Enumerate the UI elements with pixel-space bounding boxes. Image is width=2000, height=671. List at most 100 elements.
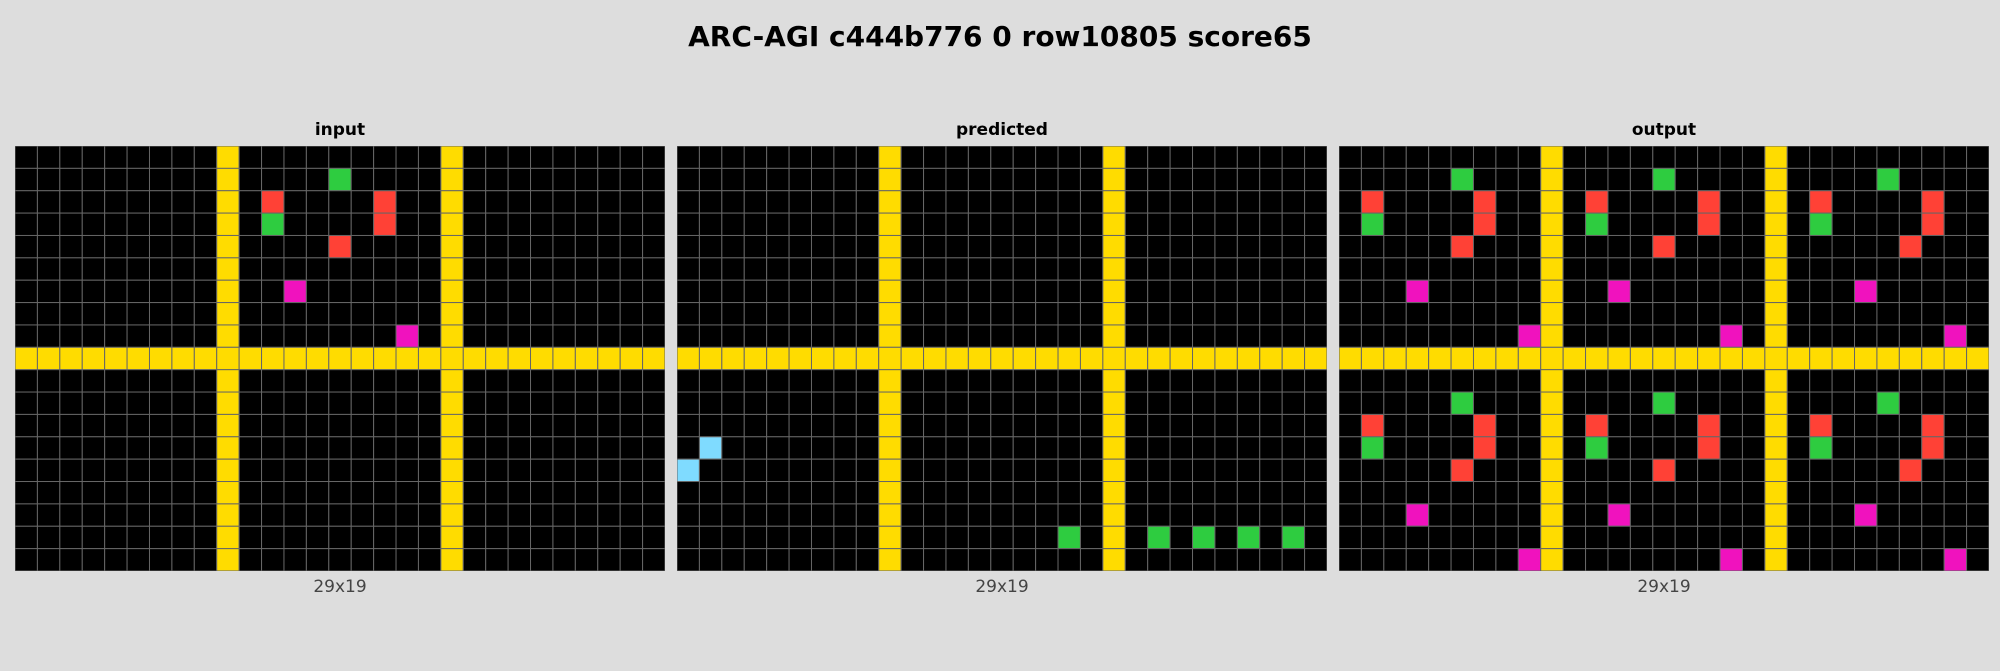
grid-cell	[900, 391, 925, 415]
grid-cell	[485, 146, 509, 169]
grid-cell	[1540, 369, 1564, 393]
grid-cell	[766, 525, 790, 550]
grid-cell	[1428, 548, 1452, 571]
grid-cell	[1236, 369, 1261, 393]
grid-cell	[1652, 548, 1676, 571]
grid-cell	[1428, 234, 1452, 259]
grid-cell	[788, 346, 812, 371]
grid-cell	[1012, 324, 1037, 348]
grid-cell	[833, 302, 857, 326]
grid-cell	[1192, 436, 1216, 460]
grid-cell	[1079, 279, 1104, 304]
grid-cell	[990, 257, 1014, 281]
grid-cell	[900, 257, 925, 281]
grid-cell	[507, 458, 532, 483]
grid-cell	[1192, 458, 1216, 483]
grid-cell	[900, 190, 925, 214]
grid-cell	[1943, 257, 1968, 281]
grid-cell	[642, 234, 665, 259]
grid-cell	[1428, 302, 1452, 326]
grid-cell	[1360, 324, 1385, 348]
grid-cell	[1764, 190, 1788, 214]
grid-cell	[1607, 369, 1631, 393]
grid-cell	[81, 324, 106, 348]
grid-cell	[1854, 548, 1878, 571]
grid-size-label: 29x19	[313, 577, 367, 597]
grid-cell	[1898, 548, 1923, 571]
grid-cell	[305, 257, 330, 281]
grid-cell	[1304, 436, 1327, 460]
grid-cell	[1764, 369, 1788, 393]
grid-cell	[619, 167, 644, 192]
grid-cell	[81, 190, 106, 214]
grid-cell	[1428, 257, 1452, 281]
grid-cell	[552, 369, 576, 393]
grid-cell	[698, 458, 723, 483]
grid-cell	[1540, 190, 1564, 214]
grid-cell	[552, 413, 576, 438]
grid-cell	[328, 458, 352, 483]
grid-cell	[1383, 481, 1407, 505]
grid-cell	[1124, 413, 1149, 438]
grid-cell	[81, 369, 106, 393]
grid-cell	[1966, 458, 1989, 483]
grid-cell	[1214, 212, 1238, 236]
grid-cell	[766, 391, 790, 415]
grid-cell	[597, 525, 621, 550]
grid-cell	[1831, 458, 1856, 483]
grid-cell	[1339, 302, 1362, 326]
grid-cell	[1786, 190, 1811, 214]
grid-cell	[59, 369, 83, 393]
grid-cell	[1472, 458, 1497, 483]
grid-cell	[59, 525, 83, 550]
grid-cell	[1719, 436, 1743, 460]
grid-cell	[574, 324, 599, 348]
grid-cell	[1057, 525, 1081, 550]
grid-cell	[350, 391, 375, 415]
grid-cell	[788, 548, 812, 571]
grid-cell	[677, 279, 700, 304]
grid-cell	[619, 503, 644, 527]
grid-cell	[698, 413, 723, 438]
grid-cell	[1236, 190, 1261, 214]
grid-cell	[148, 481, 173, 505]
grid-cell	[597, 167, 621, 192]
grid-cell	[1786, 369, 1811, 393]
grid-cell	[1495, 481, 1519, 505]
grid-cell	[1147, 525, 1171, 550]
grid-cell	[1697, 234, 1721, 259]
grid-cell	[855, 548, 880, 571]
grid-cell	[238, 234, 263, 259]
grid-cell	[721, 503, 745, 527]
grid-cell	[126, 548, 150, 571]
grid-cell	[677, 413, 700, 438]
grid-cell	[1786, 324, 1811, 348]
grid-cell	[1192, 234, 1216, 259]
grid-cell	[104, 458, 128, 483]
grid-cell	[1405, 234, 1430, 259]
grid-cell	[766, 413, 790, 438]
grid-cell	[1383, 146, 1407, 169]
grid-cell	[507, 279, 532, 304]
grid-cell	[261, 324, 285, 348]
grid-cell	[148, 413, 173, 438]
grid-cell	[721, 234, 745, 259]
grid-cell	[1652, 503, 1676, 527]
grid-cell	[1719, 190, 1743, 214]
grid-cell	[1450, 548, 1474, 571]
grid-cell	[619, 391, 644, 415]
grid-cell	[1943, 525, 1968, 550]
grid-cell	[1764, 257, 1788, 281]
grid-cell	[1674, 436, 1699, 460]
grid-cell	[1360, 346, 1385, 371]
grid-cell	[1169, 146, 1194, 169]
grid-cell	[328, 346, 352, 371]
grid-cell	[1719, 413, 1743, 438]
grid-cell	[1450, 525, 1474, 550]
grid-cell	[1585, 481, 1609, 505]
grid-cell	[878, 167, 902, 192]
grid-cell	[990, 458, 1014, 483]
grid-cell	[923, 458, 947, 483]
grid-cell	[855, 525, 880, 550]
grid-cell	[1450, 324, 1474, 348]
